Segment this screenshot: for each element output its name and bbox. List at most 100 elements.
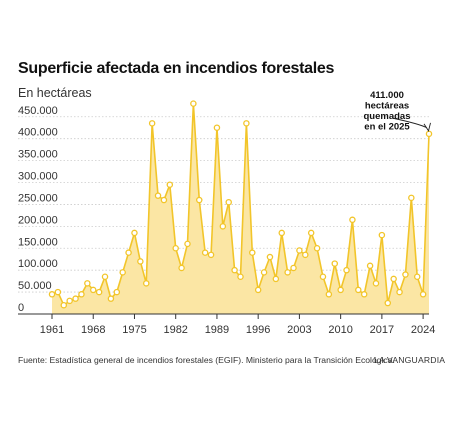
data-point-1971 [107,295,115,302]
x-tick-label: 2010 [328,324,352,336]
data-point-2024 [419,291,427,298]
y-tick-label: 150.000 [18,236,58,248]
y-tick-label: 350.000 [18,149,58,161]
data-point-2025 [425,130,433,138]
data-point-2021 [402,271,409,278]
data-point-2004 [302,251,309,259]
x-tick-label: 2024 [411,324,435,336]
data-point-1975 [131,229,138,237]
data-point-1978 [148,120,156,127]
area-fill [52,103,429,315]
data-point-1964 [66,297,73,305]
data-point-1989 [213,124,221,131]
data-point-1979 [154,192,162,199]
data-point-1983 [178,264,185,272]
x-axis-ticks [51,314,424,319]
x-axis-labels: 1961 1968 1975 1982 1989 1996 2003 2010 2017 2024 [40,324,436,336]
data-point-1969 [95,288,103,296]
x-tick-label: 1968 [81,324,105,336]
data-point-1980 [160,196,168,204]
brand-logo-text: LA VANGUARDIA [374,355,446,365]
x-tick-label: 1989 [205,324,229,336]
data-point-2007 [319,273,327,280]
annotation-text: 411.000 [370,90,404,101]
y-axis-labels: 0 50.000 100.000 150.000 200.000 250.000 300.0… [18,105,58,314]
y-tick-label: 250.000 [18,192,58,204]
data-point-1999 [272,275,280,283]
data-point-2010 [337,286,344,294]
data-point-1977 [142,280,150,287]
data-point-1991 [225,198,232,206]
data-point-1970 [101,273,109,280]
source-note: Fuente: Estadística general de incendios… [18,355,395,365]
data-point-1987 [201,249,209,256]
data-point-2008 [325,291,333,298]
data-point-2002 [290,264,297,272]
area-chart: 0 50.000 100.000 150.000 200.000 250.000 300.0… [18,90,436,336]
data-point-1995 [249,249,256,256]
y-tick-label: 50.000 [18,280,52,292]
data-point-1994 [243,120,250,127]
data-point-1996 [254,286,262,294]
data-point-2015 [366,262,374,270]
chart-title: Superficie afectada en incendios foresta… [18,60,335,77]
data-point-2003 [296,247,303,254]
data-point-1972 [113,288,121,296]
chart-subtitle: En hectáreas [18,86,92,100]
data-point-2009 [331,260,338,267]
data-point-2016 [372,280,380,287]
x-tick-label: 1982 [163,324,187,336]
data-point-2019 [390,275,397,283]
data-point-1961 [48,291,56,298]
y-tick-label: 400.000 [18,127,58,139]
data-point-1965 [72,295,79,302]
data-point-1997 [260,269,268,276]
data-point-2013 [355,286,362,294]
y-tick-label: 450.000 [18,105,58,117]
data-point-1967 [84,280,91,287]
data-point-2001 [284,269,291,276]
y-tick-label: 200.000 [18,214,58,226]
data-point-2017 [378,231,386,239]
data-point-2006 [313,245,321,252]
x-tick-label: 2003 [287,324,311,336]
data-point-1986 [196,196,203,204]
data-point-1968 [89,286,97,294]
data-point-1966 [78,291,85,298]
annotation-arrowhead [423,122,431,132]
y-tick-label: 100.000 [18,258,58,270]
data-point-1981 [166,181,174,188]
data-point-1982 [172,245,179,252]
data-point-2012 [349,216,356,224]
data-point-2018 [384,299,392,307]
data-point-2022 [408,194,415,202]
data-point-1990 [219,223,227,230]
x-tick-label: 1996 [246,324,270,336]
data-point-2020 [396,288,403,296]
data-point-2005 [307,229,315,237]
annotation-text: hectáreas [365,101,409,112]
data-point-1992 [231,266,238,274]
data-point-1984 [184,240,191,248]
data-point-2023 [413,273,421,280]
data-point-1976 [137,258,144,265]
y-tick-label: 300.000 [18,171,58,183]
data-point-2011 [343,266,350,274]
data-point-1985 [190,100,197,107]
annotation-text: en el 2025 [364,122,410,133]
data-point-2014 [360,291,368,298]
data-point-1998 [266,253,274,261]
data-point-1988 [207,251,215,259]
annotation-text: quemadas [364,111,411,122]
data-point-1962 [54,288,62,296]
y-tick-label: 0 [18,302,24,314]
data-point-1974 [125,249,132,256]
data-points [48,100,433,309]
x-tick-label: 2017 [370,324,394,336]
data-point-1993 [237,273,244,280]
data-point-2000 [278,229,285,237]
x-tick-label: 1961 [40,324,64,336]
x-tick-label: 1975 [122,324,146,336]
data-point-1963 [60,301,68,309]
